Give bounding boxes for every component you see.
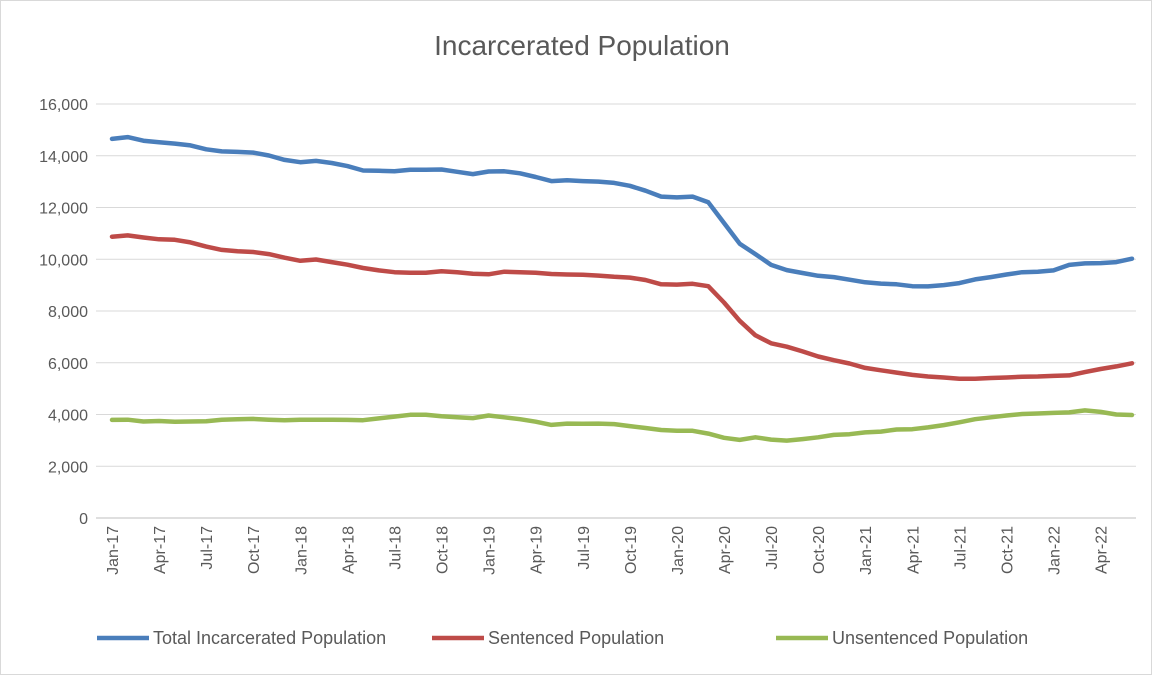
- x-tick-label: Oct-21: [999, 526, 1016, 574]
- y-tick-label: 6,000: [48, 356, 88, 373]
- chart-title: Incarcerated Population: [434, 30, 730, 61]
- x-tick-label: Jul-19: [576, 526, 593, 570]
- x-tick-label: Jan-19: [482, 526, 499, 575]
- x-tick-label: Jan-20: [670, 526, 687, 575]
- x-tick-label: Apr-17: [152, 526, 169, 574]
- x-tick-label: Jul-17: [199, 526, 216, 570]
- x-tick-label: Apr-21: [905, 526, 922, 574]
- x-tick-label: Jul-21: [952, 526, 969, 570]
- x-tick-label: Oct-17: [246, 526, 263, 574]
- series-line: [109, 233, 1135, 382]
- y-tick-label: 0: [79, 511, 88, 528]
- x-tick-label: Jul-20: [764, 526, 781, 570]
- x-tick-label: Apr-18: [340, 526, 357, 574]
- x-tick-label: Apr-19: [529, 526, 546, 574]
- series-line: [109, 408, 1135, 443]
- y-tick-label: 16,000: [39, 97, 88, 114]
- x-tick-label: Oct-20: [811, 526, 828, 574]
- legend-label: Unsentenced Population: [832, 628, 1028, 648]
- legend-label: Total Incarcerated Population: [153, 628, 386, 648]
- y-tick-label: 8,000: [48, 304, 88, 321]
- y-tick-label: 10,000: [39, 252, 88, 269]
- series-line: [109, 134, 1135, 289]
- x-tick-label: Apr-22: [1094, 526, 1111, 574]
- y-tick-label: 2,000: [48, 459, 88, 476]
- legend-label: Sentenced Population: [488, 628, 664, 648]
- x-tick-label: Oct-18: [435, 526, 452, 574]
- x-tick-label: Jan-22: [1047, 526, 1064, 575]
- x-tick-label: Oct-19: [623, 526, 640, 574]
- x-tick-label: Jan-17: [105, 526, 122, 575]
- y-tick-label: 12,000: [39, 201, 88, 218]
- x-tick-label: Jan-18: [293, 526, 310, 575]
- y-tick-label: 14,000: [39, 149, 88, 166]
- y-tick-label: 4,000: [48, 408, 88, 425]
- x-tick-label: Jan-21: [858, 526, 875, 575]
- x-tick-label: Jul-18: [387, 526, 404, 570]
- x-tick-label: Apr-20: [717, 526, 734, 574]
